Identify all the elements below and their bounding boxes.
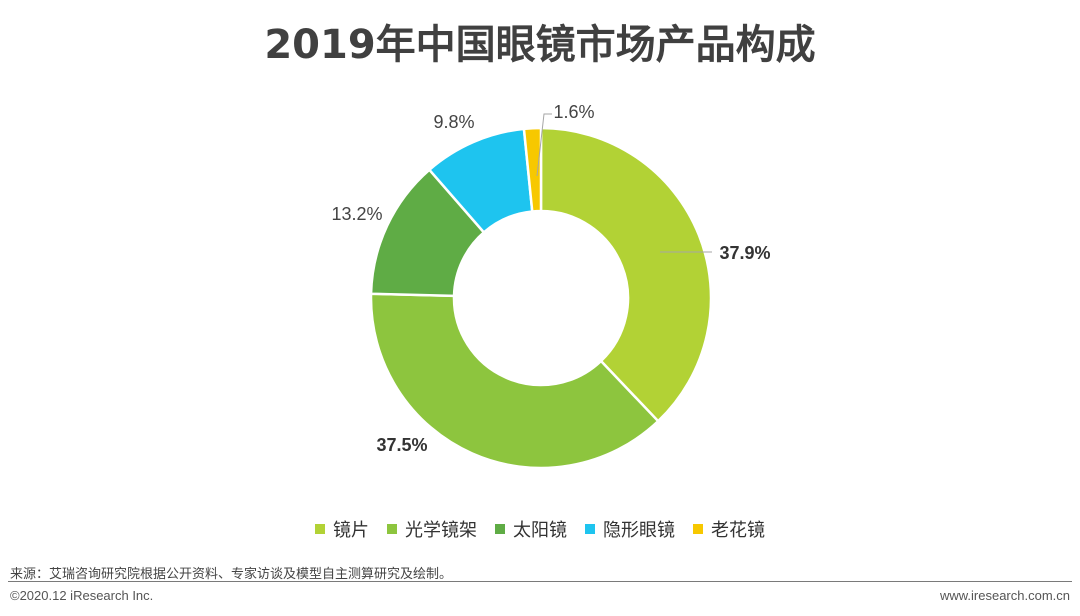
- legend-swatch: [495, 524, 505, 534]
- donut-slice-0: [539, 126, 713, 423]
- leader-line-4: [536, 113, 552, 177]
- data-label-1: 37.5%: [376, 435, 427, 455]
- data-label-3: 9.8%: [433, 112, 474, 132]
- legend-swatch: [585, 524, 595, 534]
- legend-item-contacts: 隐形眼镜: [585, 516, 675, 542]
- website: www.iresearch.com.cn: [939, 588, 1070, 603]
- legend-item-lens: 镜片: [315, 516, 369, 542]
- legend-item-sunglasses: 太阳镜: [495, 516, 567, 542]
- data-label-0: 37.9%: [719, 243, 770, 263]
- legend-item-reading-glasses: 老花镜: [693, 516, 765, 542]
- legend-label: 太阳镜: [513, 520, 567, 541]
- legend-swatch: [315, 524, 325, 534]
- chart-title: 2019年中国眼镜市场产品构成: [264, 22, 816, 68]
- chart-legend: 镜片 光学镜架 太阳镜 隐形眼镜 老花镜: [0, 516, 1080, 542]
- data-label-4: 1.6%: [553, 102, 594, 122]
- legend-item-frames: 光学镜架: [387, 516, 477, 542]
- source-note: 来源：艾瑞咨询研究院根据公开资料、专家访谈及模型自主测算研究及绘制。: [10, 567, 453, 582]
- legend-label: 老花镜: [711, 520, 765, 541]
- donut-slice-4: [522, 126, 543, 213]
- copyright: ©2020.12 iResearch Inc.: [10, 588, 154, 603]
- legend-label: 隐形眼镜: [603, 520, 675, 541]
- legend-label: 镜片: [333, 520, 369, 541]
- footer-divider: [8, 581, 1072, 582]
- data-label-2: 13.2%: [331, 204, 382, 224]
- legend-label: 光学镜架: [405, 520, 477, 541]
- legend-swatch: [693, 524, 703, 534]
- legend-swatch: [387, 524, 397, 534]
- donut-slice-1: [369, 292, 660, 470]
